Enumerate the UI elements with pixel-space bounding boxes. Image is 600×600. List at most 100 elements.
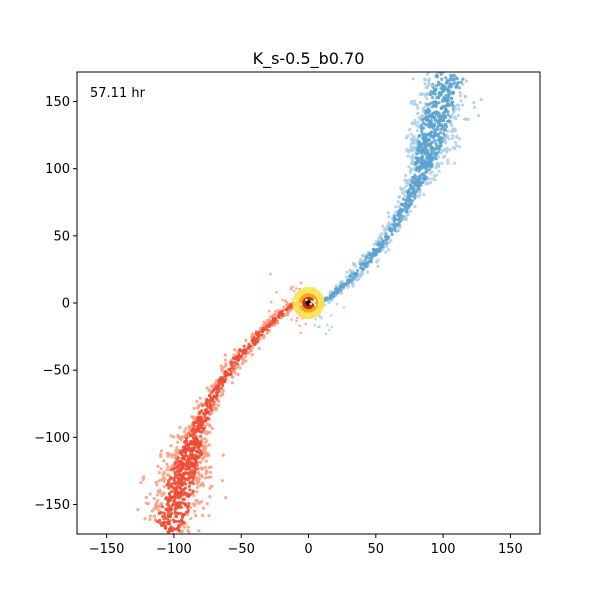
red-tail-point	[214, 379, 218, 383]
red-tail-point	[280, 309, 285, 313]
blue-tail-point	[451, 100, 455, 104]
red-tail-point	[174, 449, 178, 453]
red-tail-point	[182, 430, 187, 434]
red-tail-point	[190, 428, 194, 432]
blue-tail-point	[430, 113, 434, 117]
red-tail-point	[197, 473, 201, 477]
red-tail-point	[159, 452, 163, 456]
red-tail-point	[196, 406, 200, 410]
blue-tail-point	[422, 158, 427, 163]
blue-tail-point	[434, 141, 438, 145]
red-tail-point	[208, 406, 212, 410]
blue-tail-point	[456, 103, 460, 107]
y-tick-label: −150	[34, 498, 70, 513]
blue-tail-point	[360, 259, 364, 263]
red-tail-point	[200, 430, 204, 434]
blue-tail-point	[436, 138, 441, 142]
red-tail-point	[167, 496, 171, 501]
blue-tail-point	[430, 96, 435, 100]
red-tail-point	[206, 475, 210, 480]
red-tail-point	[180, 515, 185, 520]
blue-tail-point	[453, 140, 458, 144]
red-tail-point	[185, 513, 189, 517]
blue-tail-point	[456, 81, 460, 85]
blue-tail-point	[427, 109, 431, 114]
red-tail-point	[178, 523, 182, 527]
red-tail-point	[219, 394, 223, 398]
halo-point	[267, 309, 271, 313]
blue-tail-point	[372, 242, 376, 246]
blue-tail-point	[421, 162, 425, 167]
red-tail-point	[201, 419, 205, 423]
blue-tail-point	[362, 263, 366, 267]
red-tail-point	[192, 406, 196, 410]
red-tail-point	[170, 484, 174, 488]
red-tail-point	[201, 403, 205, 408]
red-tail-point	[220, 479, 225, 483]
red-tail-point	[148, 492, 152, 496]
halo-point	[281, 298, 284, 302]
red-tail-point	[178, 473, 182, 477]
red-tail-point	[223, 370, 228, 375]
red-tail-point	[154, 502, 159, 506]
blue-tail-point	[396, 222, 400, 226]
red-tail-point	[198, 417, 202, 422]
blue-tail-point	[409, 145, 413, 149]
red-tail-point	[178, 459, 183, 464]
blue-tail-point	[440, 77, 444, 81]
blue-tail-point	[413, 162, 418, 166]
blue-tail-point	[433, 100, 437, 104]
x-axis: −150 −100 −50 0 50 100 150	[89, 534, 523, 557]
red-tail-point	[194, 476, 199, 480]
blue-tail-point	[417, 134, 421, 138]
blue-tail-point	[395, 228, 400, 233]
blue-tail-point	[438, 114, 443, 118]
red-tail-point	[192, 430, 196, 434]
core-cluster	[292, 286, 328, 320]
blue-tail-point	[472, 100, 476, 105]
red-tail-point	[232, 364, 236, 368]
red-tail-point	[267, 318, 271, 322]
blue-tail-point	[421, 92, 426, 96]
blue-tail-point	[340, 279, 344, 283]
halo-point	[313, 323, 317, 327]
red-tail-point	[191, 456, 195, 460]
red-tail-point	[261, 323, 265, 328]
red-tail-point	[257, 346, 261, 351]
blue-tail-point	[414, 150, 418, 154]
red-tail-point	[199, 500, 204, 504]
red-tail-point	[189, 440, 193, 445]
blue-tail-point	[411, 162, 415, 166]
red-tail-point	[159, 449, 164, 453]
red-tail-point	[180, 456, 184, 460]
blue-tail-point	[404, 198, 408, 202]
blue-tail-point	[429, 134, 434, 139]
y-axis: −150 −100 −50 0 50 100 150	[34, 95, 77, 513]
red-tail-point	[165, 520, 169, 525]
y-tick-label: −50	[43, 364, 70, 379]
blue-tail-point	[384, 232, 388, 236]
red-tail-point	[186, 525, 190, 529]
blue-tail-point	[330, 293, 334, 297]
blue-tail-point	[410, 99, 414, 104]
blue-tail-point	[402, 207, 406, 212]
red-tail-point	[174, 466, 178, 470]
red-tail-point	[200, 437, 205, 441]
red-tail-point	[284, 307, 288, 312]
blue-tail-point	[435, 75, 440, 79]
blue-tail-point	[443, 127, 448, 132]
blue-tail-point	[390, 226, 394, 231]
red-tail-point	[249, 349, 253, 353]
blue-tail-point	[413, 138, 417, 142]
red-tail-point	[197, 455, 201, 459]
blue-tail-point	[432, 88, 437, 92]
red-tail-point	[207, 443, 211, 447]
blue-tail-point	[376, 264, 380, 268]
blue-tail-point	[381, 248, 385, 252]
blue-tail-point	[439, 86, 443, 90]
blue-tail-point	[410, 175, 415, 179]
blue-tail-point	[446, 110, 450, 114]
red-tail-point	[201, 445, 205, 449]
halo-point	[320, 316, 323, 320]
red-tail-point	[199, 453, 204, 457]
